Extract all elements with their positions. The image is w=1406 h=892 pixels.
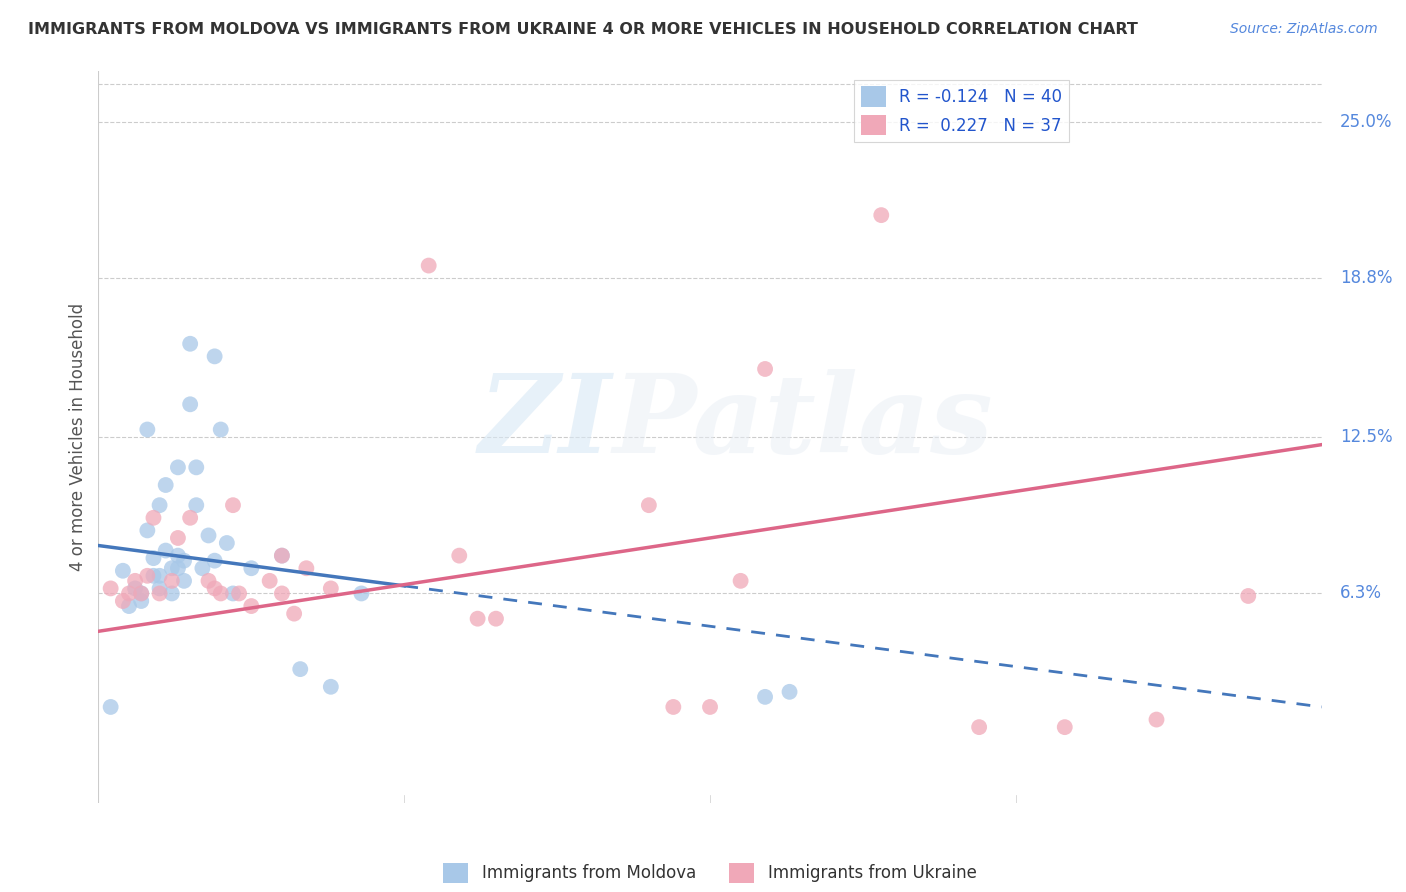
Point [270, 586, 292, 600]
Point [173, 554, 195, 568]
Point [136, 423, 159, 437]
Point [1146, 713, 1168, 727]
Point [485, 612, 508, 626]
Text: 6.3%: 6.3% [1340, 584, 1382, 602]
Point [870, 208, 893, 222]
Text: 20.0%: 20.0% [1270, 891, 1322, 892]
Point [967, 720, 990, 734]
Point [100, 700, 122, 714]
Text: 0.0%: 0.0% [98, 891, 141, 892]
Text: 12.5%: 12.5% [1340, 428, 1392, 446]
Point [240, 599, 263, 613]
Point [197, 528, 219, 542]
Y-axis label: 4 or more Vehicles in Household: 4 or more Vehicles in Household [69, 303, 87, 571]
Point [637, 498, 661, 512]
Point [240, 561, 263, 575]
Point [1053, 720, 1076, 734]
Point [160, 561, 183, 575]
Point [295, 561, 318, 575]
Point [209, 423, 232, 437]
Point [179, 397, 201, 411]
Point [1237, 589, 1260, 603]
Point [449, 549, 471, 563]
Point [270, 549, 292, 563]
Point [186, 498, 208, 512]
Point [270, 549, 292, 563]
Point [136, 569, 159, 583]
Point [204, 582, 226, 596]
Point [167, 549, 190, 563]
Point [167, 531, 190, 545]
Point [319, 680, 342, 694]
Point [204, 350, 226, 364]
Point [222, 498, 245, 512]
Point [186, 460, 208, 475]
Point [118, 599, 141, 613]
Point [197, 574, 219, 588]
Point [779, 685, 801, 699]
Point [111, 594, 134, 608]
Point [167, 460, 190, 475]
Point [179, 336, 201, 351]
Point [167, 561, 190, 575]
Point [191, 561, 214, 575]
Point [149, 582, 172, 596]
Point [467, 612, 489, 626]
Point [155, 543, 177, 558]
Point [228, 586, 250, 600]
Point [204, 554, 226, 568]
Point [754, 690, 776, 704]
Text: Source: ZipAtlas.com: Source: ZipAtlas.com [1230, 22, 1378, 37]
Point [160, 574, 183, 588]
Point [149, 569, 172, 583]
Point [662, 700, 685, 714]
Point [259, 574, 281, 588]
Point [142, 551, 165, 566]
Point [155, 478, 177, 492]
Point [111, 564, 134, 578]
Text: ZI: ZI [479, 368, 612, 476]
Point [149, 586, 172, 600]
Point [124, 582, 146, 596]
Text: Patlas: Patlas [612, 368, 993, 476]
Point [118, 586, 141, 600]
Point [129, 586, 152, 600]
Point [319, 582, 342, 596]
Point [129, 586, 152, 600]
Point [730, 574, 752, 588]
Point [142, 510, 165, 524]
Legend: Immigrants from Moldova, Immigrants from Ukraine: Immigrants from Moldova, Immigrants from… [437, 856, 983, 889]
Point [418, 259, 440, 273]
Point [100, 582, 122, 596]
Point [699, 700, 721, 714]
Point [215, 536, 238, 550]
Point [290, 662, 312, 676]
Text: 25.0%: 25.0% [1340, 112, 1392, 131]
Point [160, 586, 183, 600]
Point [124, 574, 146, 588]
Point [149, 498, 172, 512]
Text: IMMIGRANTS FROM MOLDOVA VS IMMIGRANTS FROM UKRAINE 4 OR MORE VEHICLES IN HOUSEHO: IMMIGRANTS FROM MOLDOVA VS IMMIGRANTS FR… [28, 22, 1137, 37]
Point [209, 586, 232, 600]
Point [350, 586, 373, 600]
Text: 18.8%: 18.8% [1340, 269, 1392, 287]
Point [129, 594, 152, 608]
Point [142, 569, 165, 583]
Point [173, 574, 195, 588]
Point [136, 524, 159, 538]
Point [754, 362, 776, 376]
Point [283, 607, 305, 621]
Point [222, 586, 245, 600]
Point [179, 510, 201, 524]
